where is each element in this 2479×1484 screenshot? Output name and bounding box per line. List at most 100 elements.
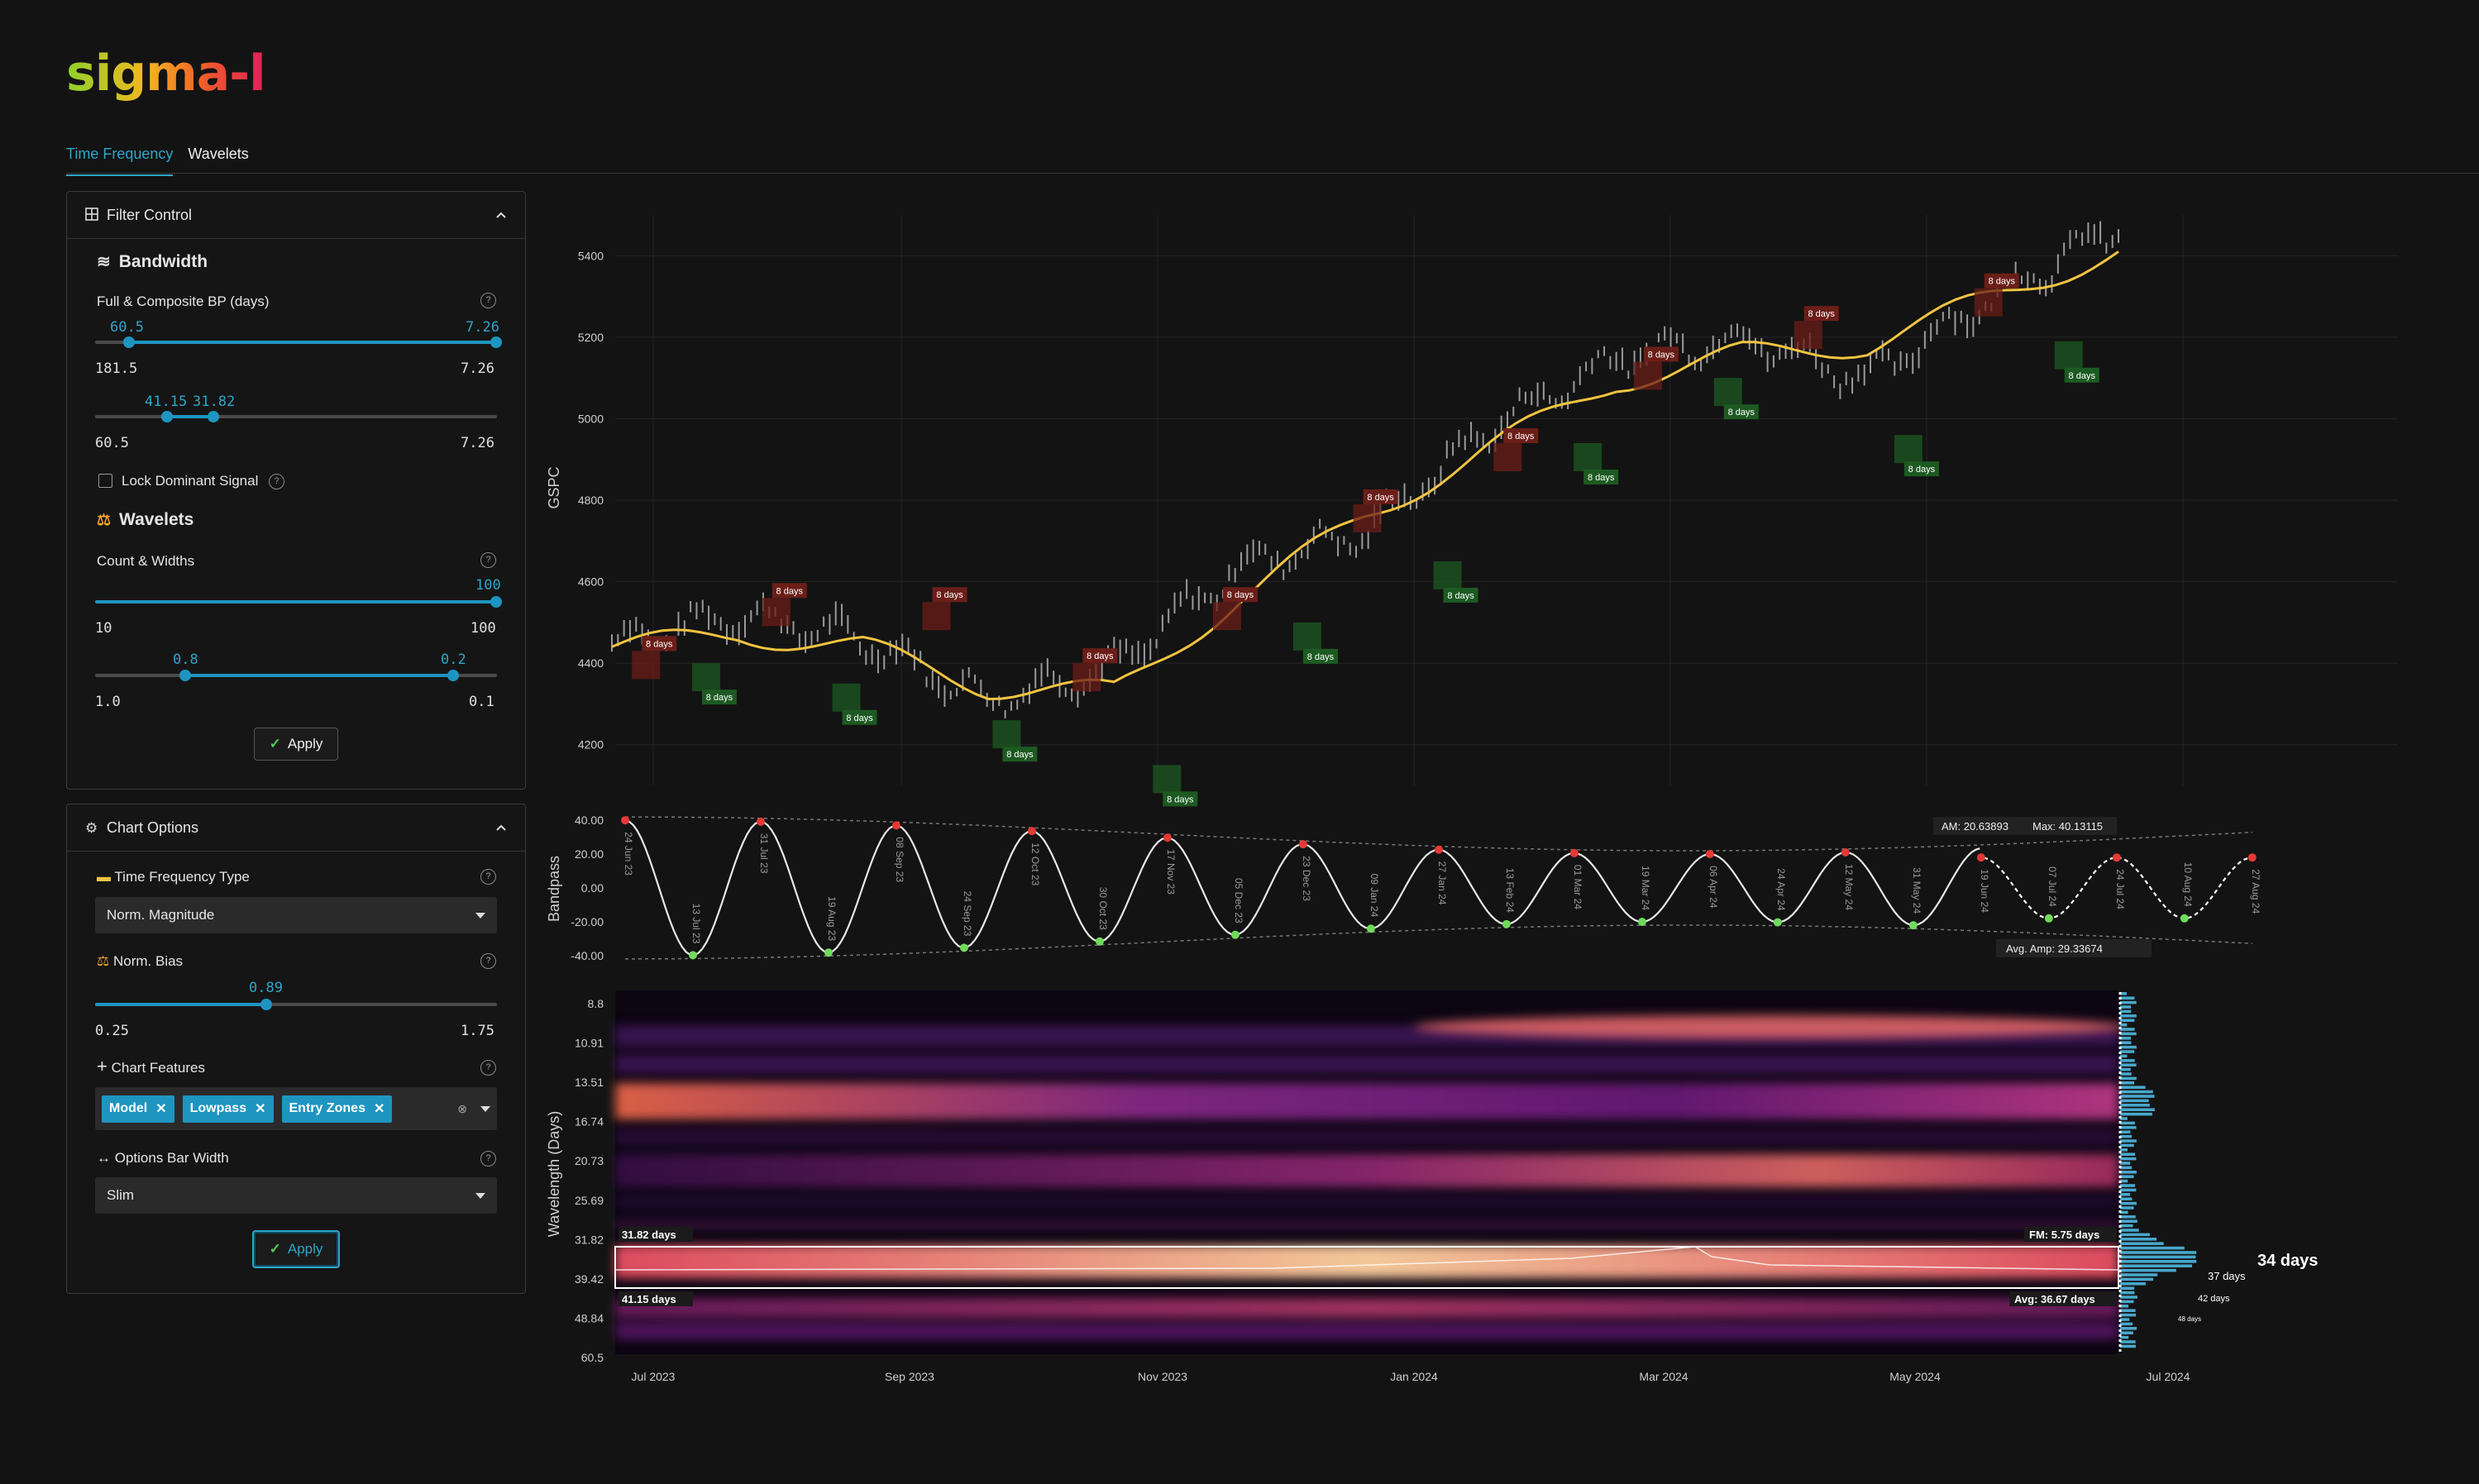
avg-label: Avg: 36.67 days xyxy=(2014,1293,2095,1305)
bandpass-peak-marker xyxy=(756,817,765,826)
lock-dominant-checkbox[interactable] xyxy=(98,474,112,488)
buy-zone-box xyxy=(691,663,720,692)
histogram-bar xyxy=(2120,1229,2139,1232)
filter-control-header[interactable]: Filter Control xyxy=(67,192,525,239)
time-frequency-chart[interactable]: GSPC 4200 4400 4600 4800 5000 5200 5400 8 days… xyxy=(529,190,2431,1405)
bandpass-cycle-label: 08 Sep 23 xyxy=(894,837,905,882)
bandpass-trough-marker xyxy=(688,951,697,960)
time-axis-label: Jul 2023 xyxy=(632,1370,676,1383)
tab-wavelets[interactable]: Wavelets xyxy=(188,146,249,162)
wavelets-title: Wavelets xyxy=(119,510,194,529)
bias-slider-fill xyxy=(95,1003,265,1006)
bp-slider1-handle-low[interactable] xyxy=(123,336,135,348)
filter-control-title: Filter Control xyxy=(107,206,193,223)
bp-slider2-handle-high[interactable] xyxy=(208,411,219,422)
help-icon[interactable]: ? xyxy=(480,552,496,568)
caret-down-icon[interactable] xyxy=(480,1105,490,1112)
histogram-bar xyxy=(2120,1193,2131,1196)
buy-zone-box xyxy=(1574,443,1603,471)
histogram-bar xyxy=(2120,1171,2137,1174)
filter-apply-button[interactable]: ✓ Apply xyxy=(254,728,338,761)
histogram-bar xyxy=(2120,1134,2133,1138)
remove-icon[interactable]: ✕ xyxy=(255,1102,266,1116)
histogram-bar xyxy=(2120,1286,2135,1290)
help-icon[interactable]: ? xyxy=(480,869,496,885)
sell-zone-label-bg xyxy=(1222,587,1258,603)
chart-options-header[interactable]: ⚙ Chart Options xyxy=(67,804,525,852)
histogram-bar xyxy=(2120,1014,2137,1018)
chevron-up-icon[interactable] xyxy=(495,821,507,834)
buy-zone-label-bg xyxy=(1163,791,1198,807)
help-icon[interactable]: ? xyxy=(480,953,496,969)
heatmap-band xyxy=(615,1129,2118,1144)
histogram-bar xyxy=(2120,1121,2135,1125)
chevron-up-icon[interactable] xyxy=(495,208,507,222)
sell-zone-label: 8 days xyxy=(936,590,963,600)
chart-features-multiselect[interactable]: Model ✕ Lowpass ✕ Entry Zones ✕ ⊗ xyxy=(95,1087,497,1130)
options-bar-width-label-text: Options Bar Width xyxy=(114,1150,229,1166)
lock-dominant-label: Lock Dominant Signal xyxy=(122,473,259,489)
bp-slider1-handle-high[interactable] xyxy=(490,336,502,348)
bp-slider2-track[interactable] xyxy=(95,415,497,418)
help-icon[interactable]: ? xyxy=(480,1151,496,1167)
bias-slider-handle[interactable] xyxy=(260,999,272,1010)
bar-width-select[interactable]: Slim xyxy=(95,1177,497,1214)
help-icon[interactable]: ? xyxy=(269,474,284,489)
bandpass-cycle-labels: 24 Jun 23 13 Jul 23 31 Jul 23 19 Aug 23 08 S… xyxy=(623,832,2262,943)
sell-zone-label-bg xyxy=(1363,489,1398,504)
sigma-l-logo: sigma-l xyxy=(66,45,266,103)
histogram-bar xyxy=(2120,1045,2137,1049)
width-slider-handle-high[interactable] xyxy=(447,670,459,681)
bandpass-cycle-label: 19 Mar 24 xyxy=(1640,866,1651,910)
sell-zone-box xyxy=(922,602,951,631)
feature-chip-entry-zones[interactable]: Entry Zones ✕ xyxy=(281,1095,393,1123)
buy-zone-label: 8 days xyxy=(1167,794,1194,804)
chart-options-apply-button[interactable]: ✓ Apply xyxy=(252,1230,340,1268)
histogram-bar xyxy=(2120,1041,2132,1044)
tf-type-select[interactable]: Norm. Magnitude xyxy=(95,897,497,933)
width-slider-handle-low[interactable] xyxy=(179,670,191,681)
sell-zone-label: 8 days xyxy=(1087,651,1114,661)
bandwidth-heading: ≋ Bandwidth xyxy=(97,251,208,272)
histogram-bar xyxy=(2120,1246,2185,1250)
chart-options-panel: ⚙ Chart Options ▬ Time Frequency Type ? … xyxy=(66,804,526,1294)
sell-zone-label: 8 days xyxy=(1227,590,1254,600)
count-slider-handle[interactable] xyxy=(490,596,502,608)
sell-zone-label: 8 days xyxy=(646,639,673,649)
heatmap-ytick-label: 60.5 xyxy=(581,1351,604,1364)
help-icon[interactable]: ? xyxy=(480,1060,496,1076)
bandpass-cycle-label: 01 Mar 24 xyxy=(1572,865,1583,909)
heatmap-band xyxy=(1414,1015,2125,1038)
histogram-bar xyxy=(2120,1201,2137,1205)
bp-slider2-handle-low[interactable] xyxy=(161,411,173,422)
bandpass-ytick-label: 0.00 xyxy=(581,881,604,895)
histogram-bar xyxy=(2120,1076,2137,1081)
buy-zone-box xyxy=(1292,622,1321,651)
clear-icon[interactable]: ⊗ xyxy=(457,1101,467,1115)
histogram-bar xyxy=(2120,1233,2150,1237)
count-slider-max: 100 xyxy=(470,620,496,637)
feature-chip-model[interactable]: Model ✕ xyxy=(102,1095,174,1123)
count-slider-track[interactable] xyxy=(95,600,497,604)
tab-divider xyxy=(66,173,2479,174)
heatmap-band xyxy=(615,1195,2118,1209)
bandpass-cycle-label: 31 Jul 23 xyxy=(758,833,770,874)
bandpass-cycle-label: 24 Jul 24 xyxy=(2114,869,2126,909)
remove-icon[interactable]: ✕ xyxy=(155,1102,167,1116)
help-icon[interactable]: ? xyxy=(480,293,496,308)
tab-time-frequency[interactable]: Time Frequency xyxy=(66,142,174,176)
feature-chip-lowpass[interactable]: Lowpass ✕ xyxy=(182,1095,274,1123)
buy-zone-label: 8 days xyxy=(1307,652,1335,662)
tf-type-label-text: Time Frequency Type xyxy=(114,869,250,885)
bias-slider-track[interactable] xyxy=(95,1003,497,1006)
heatmap-ytick-label: 25.69 xyxy=(575,1194,604,1207)
time-axis-label: Jan 2024 xyxy=(1390,1370,1438,1383)
time-axis-ticks: Jul 2023 Sep 2023 Nov 2023 Jan 2024 Mar 2024… xyxy=(632,1370,2190,1383)
buy-zone-label-bg xyxy=(1903,461,1939,477)
remove-icon[interactable]: ✕ xyxy=(373,1102,385,1116)
heatmap-band xyxy=(615,1220,2118,1229)
price-ytick-label: 4200 xyxy=(578,738,604,752)
bias-slider-value: 0.89 xyxy=(249,980,283,996)
bp-slider2-high-value: 31.82 xyxy=(193,394,236,410)
selected-band-box[interactable] xyxy=(614,1246,2119,1289)
